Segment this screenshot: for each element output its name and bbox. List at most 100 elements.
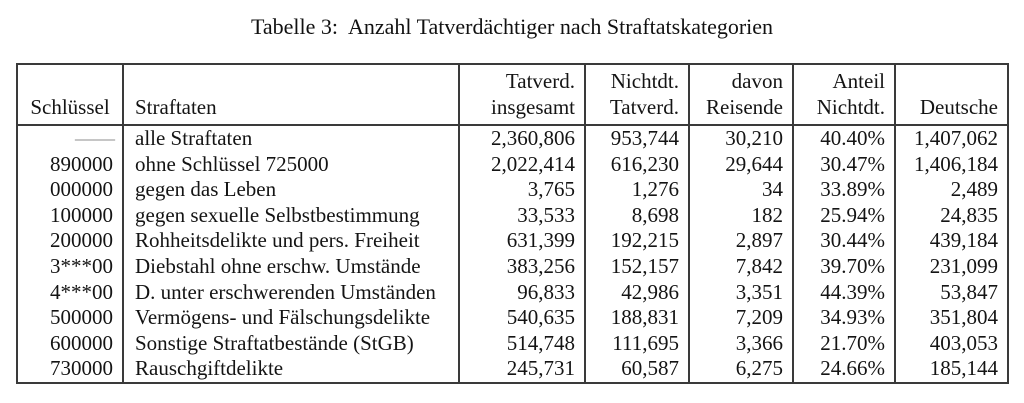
header-line2: insgesamt [491,95,575,119]
key-cell: 600000 [16,330,123,357]
table-row: 000000 gegen das Leben 3,765 1,276 34 33.89% 2… [16,177,1008,203]
column-header-3: Nichtdt. Tatverd. [584,64,689,125]
column-header-2: Tatverd. insgesamt [458,64,585,125]
table-row: 600000 Sonstige Straftatbestände (StGB) 51… [16,330,1008,357]
key-cell: 500000 [16,305,123,331]
value-cell: 631,399 [458,228,585,254]
value-cell: 540,635 [458,305,585,331]
value-cell: 30.44% [792,228,895,254]
value-cell: 30,210 [688,125,793,152]
header-line1: davon [731,69,783,93]
header-line1: Anteil [832,69,886,93]
value-cell: 1,406,184 [894,151,1008,178]
value-cell: 616,230 [584,151,689,178]
value-cell: 2,022,414 [458,151,585,178]
category-cell: gegen das Leben [122,177,459,203]
value-cell: 188,831 [584,305,689,331]
header-line2: Reisende [706,95,783,119]
value-cell: 2,360,806 [458,125,585,152]
value-cell: 231,099 [894,253,1008,280]
value-cell: 25.94% [792,202,895,229]
value-cell: 39.70% [792,253,895,280]
header-line2: Schlüssel [30,95,110,119]
category-cell: ohne Schlüssel 725000 [122,151,459,178]
header-line1: Tatverd. [505,69,575,93]
header-line2: Deutsche [919,95,998,119]
header-line2: Nichtdt. [816,95,885,119]
column-header-6: Deutsche [894,64,1008,125]
category-cell: alle Straftaten [122,125,459,152]
category-cell: Sonstige Straftatbestände (StGB) [122,330,459,357]
value-cell: 1,407,062 [894,125,1008,152]
value-cell: 953,744 [584,125,689,152]
table-row: 200000 Rohheitsdelikte und pers. Freiheit… [16,228,1008,254]
key-cell: 730000 [16,356,123,383]
table-row: 890000 ohne Schlüssel 725000 2,022,414 616,… [16,151,1008,178]
category-cell: D. unter erschwerenden Umständen [122,279,459,306]
column-header-5: Anteil Nichtdt. [792,64,895,125]
value-cell: 60,587 [584,356,689,383]
value-cell: 514,748 [458,330,585,357]
header-line1: Nichtdt. [610,69,679,93]
value-cell: 2,897 [688,228,793,254]
value-cell: 44.39% [792,279,895,306]
value-cell: 40.40% [792,125,895,152]
value-cell: 21.70% [792,330,895,357]
value-cell: 2,489 [894,177,1008,203]
category-cell: gegen sexuelle Selbstbestimmung [122,202,459,229]
key-cell: 000000 [16,177,123,203]
key-cell: 3***00 [16,253,123,280]
table-row: 4***00 D. unter erschwerenden Umständen 96… [16,279,1008,306]
key-cell: 890000 [16,151,123,178]
value-cell: 33.89% [792,177,895,203]
key-cell: 100000 [16,202,123,229]
value-cell: 7,209 [688,305,793,331]
value-cell: 6,275 [688,356,793,383]
header-line2: Tatverd. [609,95,679,119]
value-cell: 3,765 [458,177,585,203]
value-cell: 3,366 [688,330,793,357]
value-cell: 185,144 [894,356,1008,383]
table-row: 3***00 Diebstahl ohne erschw. Umstände 383… [16,253,1008,280]
header-row: Schlüssel Straftaten Tatverd. insgesamt Nich… [16,64,1008,125]
column-header-1: Straftaten [122,64,459,125]
value-cell: 34 [688,177,793,203]
table-caption: Tabelle 3: Anzahl Tatverdächtiger nach St… [0,14,1024,40]
key-cell: —— [16,125,123,152]
value-cell: 8,698 [584,202,689,229]
key-cell: 200000 [16,228,123,254]
table-row: —— alle Straftaten 2,360,806 953,744 30,210 4… [16,125,1008,152]
table-header: Schlüssel Straftaten Tatverd. insgesamt Nich… [16,64,1008,125]
value-cell: 111,695 [584,330,689,357]
value-cell: 24,835 [894,202,1008,229]
category-cell: Rohheitsdelikte und pers. Freiheit [122,228,459,254]
value-cell: 192,215 [584,228,689,254]
value-cell: 53,847 [894,279,1008,306]
category-cell: Rauschgiftdelikte [122,356,459,383]
value-cell: 383,256 [458,253,585,280]
key-cell: 4***00 [16,279,123,306]
value-cell: 3,351 [688,279,793,306]
value-cell: 96,833 [458,279,585,306]
category-cell: Vermögens- und Fälschungsdelikte [122,305,459,331]
value-cell: 245,731 [458,356,585,383]
value-cell: 403,053 [894,330,1008,357]
value-cell: 351,804 [894,305,1008,331]
value-cell: 42,986 [584,279,689,306]
category-cell: Diebstahl ohne erschw. Umstände [122,253,459,280]
caption-label: Tabelle 3: [250,14,338,39]
caption-text: Anzahl Tatverdächtiger nach Straftatskat… [348,14,774,39]
value-cell: 29,644 [688,151,793,178]
value-cell: 1,276 [584,177,689,203]
value-cell: 152,157 [584,253,689,280]
value-cell: 182 [688,202,793,229]
data-table: Schlüssel Straftaten Tatverd. insgesamt Nich… [16,63,1009,384]
value-cell: 33,533 [458,202,585,229]
table-row: 500000 Vermögens- und Fälschungsdelikte 54… [16,305,1008,331]
column-header-0: Schlüssel [16,64,123,125]
table-row: 730000 Rauschgiftdelikte 245,731 60,587 6,27… [16,356,1008,383]
value-cell: 7,842 [688,253,793,280]
value-cell: 24.66% [792,356,895,383]
value-cell: 34.93% [792,305,895,331]
